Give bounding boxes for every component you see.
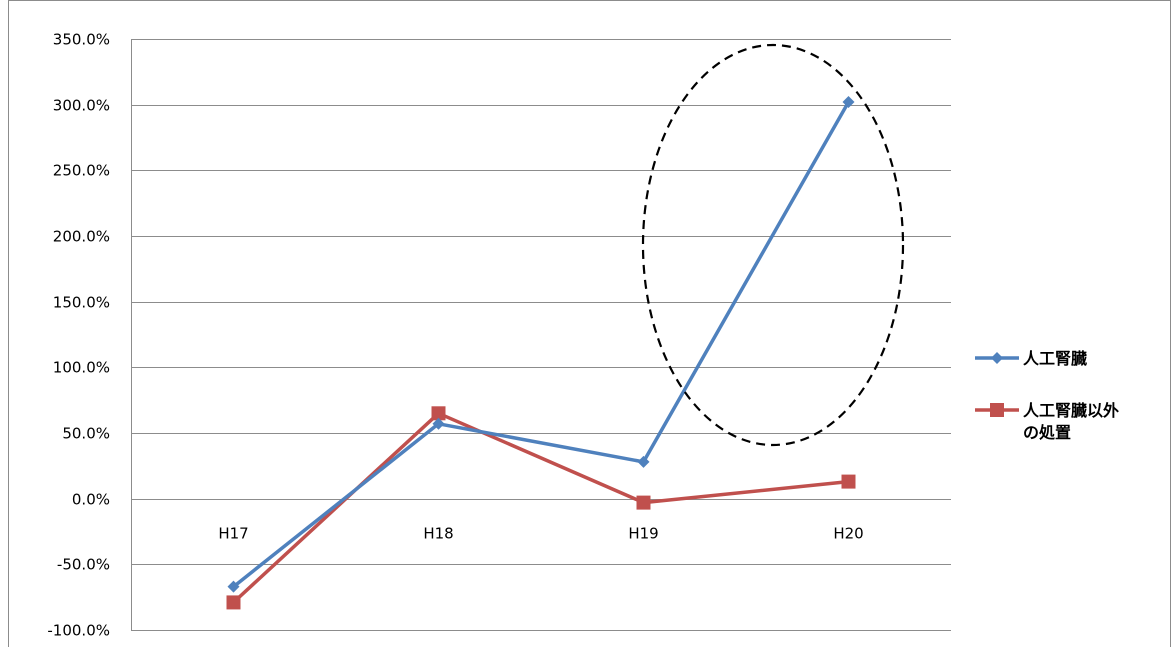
- data-point: [432, 417, 445, 430]
- series-2: [226, 406, 856, 610]
- y-tick-label: -100.0%: [47, 622, 110, 640]
- y-tick-label: -50.0%: [57, 556, 110, 574]
- gridlines: [131, 39, 951, 631]
- y-tick-label: 350.0%: [53, 31, 110, 49]
- data-point: [227, 580, 240, 593]
- data-point: [841, 474, 856, 489]
- data-point: [637, 455, 650, 468]
- series-layer: [226, 96, 856, 610]
- y-tick-label: 200.0%: [53, 228, 110, 246]
- series-line: [232, 101, 851, 589]
- y-tick-label: 0.0%: [72, 491, 110, 509]
- x-axis-tick-labels: H17 H18 H19 H20: [218, 525, 863, 543]
- x-tick-label: H20: [833, 525, 863, 543]
- data-point: [636, 495, 651, 510]
- y-tick-label: 100.0%: [53, 359, 110, 377]
- x-tick-label: H19: [628, 525, 658, 543]
- y-tick-label: 150.0%: [53, 294, 110, 312]
- y-tick-label: 250.0%: [53, 162, 110, 180]
- highlight-ellipse: [641, 43, 905, 447]
- x-tick-label: H17: [218, 525, 248, 543]
- legend-label: の処置: [1023, 423, 1071, 442]
- legend-label: 人工腎臓以外: [1023, 401, 1119, 420]
- series-line: [232, 411, 849, 604]
- legend-label: 人工腎臓: [1023, 349, 1087, 368]
- legend-entry-1: 人工腎臓: [975, 349, 1087, 368]
- y-tick-label: 50.0%: [62, 425, 110, 443]
- y-axis-tick-labels: 350.0% 300.0% 250.0% 200.0% 150.0% 100.0% 50.0…: [47, 31, 110, 640]
- series-1: [227, 96, 855, 593]
- legend-marker: [991, 352, 1003, 364]
- data-point: [226, 595, 241, 610]
- y-tick-label: 300.0%: [53, 97, 110, 115]
- legend-marker: [990, 403, 1004, 417]
- data-point: [842, 96, 855, 109]
- x-tick-label: H18: [423, 525, 453, 543]
- chart-border: [8, 0, 1171, 647]
- data-point: [431, 406, 446, 421]
